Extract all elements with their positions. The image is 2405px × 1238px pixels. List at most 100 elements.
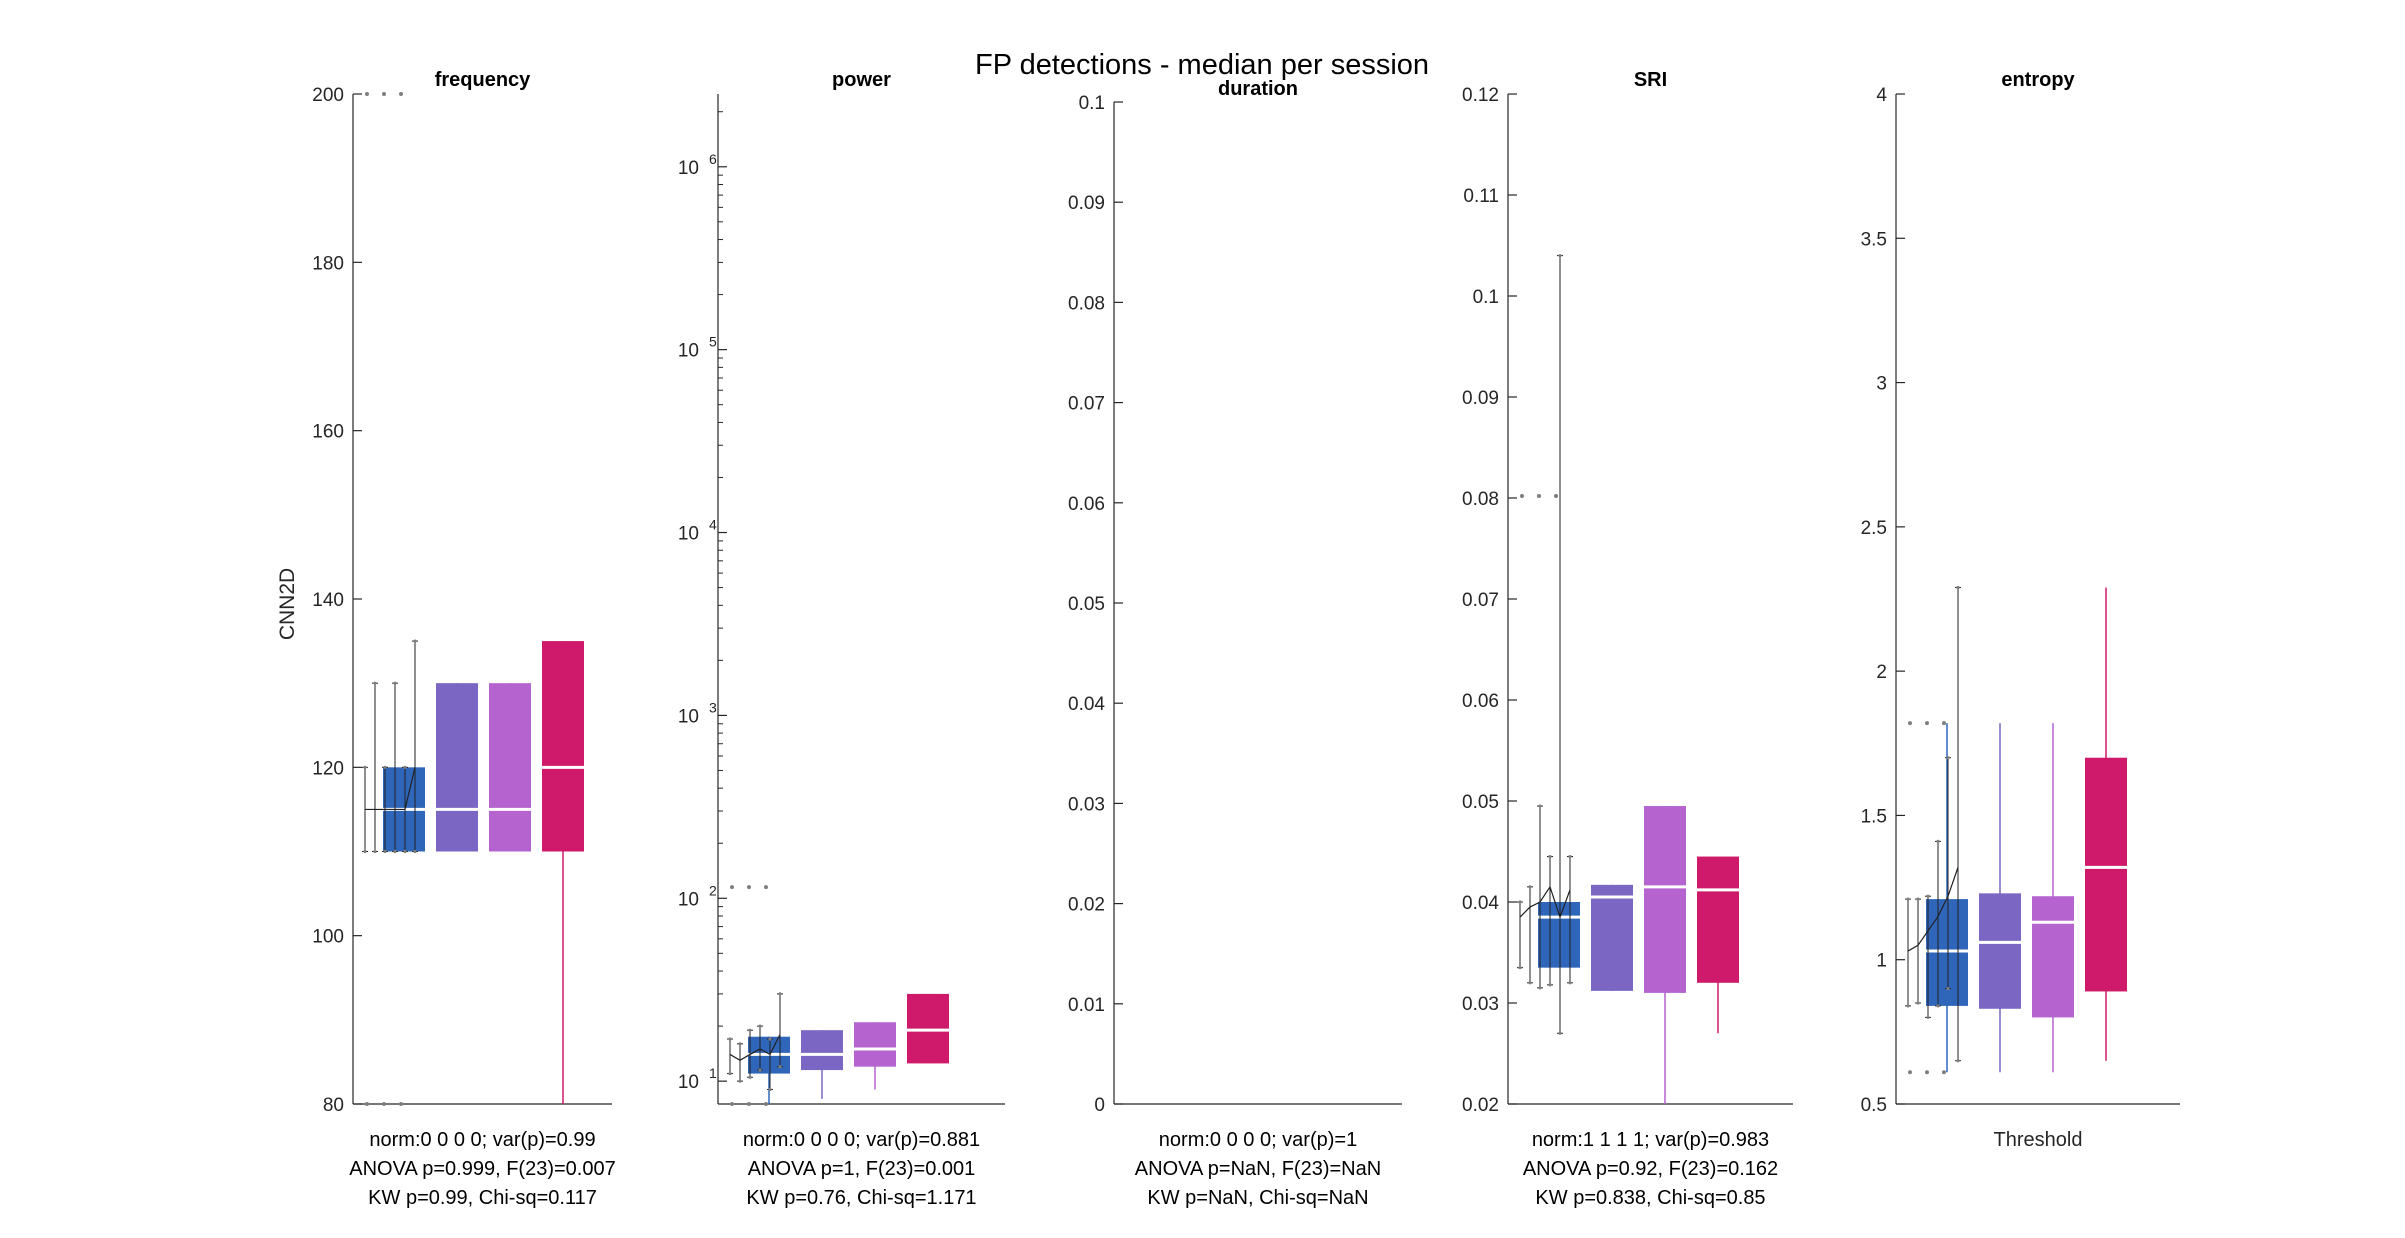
y-tick-label: 4: [1876, 85, 1887, 106]
session-dot: [1528, 885, 1532, 889]
stats-line-1: norm:0 0 0 0; var(p)=0.99: [369, 1129, 595, 1151]
session-dot: [1946, 756, 1950, 760]
session-dot: [1956, 585, 1960, 590]
panel-title: SRI: [1634, 69, 1667, 91]
session-dot: [363, 849, 367, 854]
outlier-dot: [365, 1102, 369, 1106]
box-4: [1697, 856, 1739, 983]
session-dot: [1936, 839, 1940, 844]
y-tick-label: 0.5: [1861, 1095, 1887, 1116]
y-tick-label: 0: [1094, 1095, 1105, 1116]
panel-power: power 10 1 10 2 10 3 10 4 10 5 10 6 norm:0 0 0 0; var…: [678, 69, 1005, 1209]
session-dot: [1568, 981, 1572, 985]
y-tick-label: 0.09: [1462, 388, 1499, 409]
y-tick-exponent: 6: [709, 151, 717, 167]
box-1: [1538, 902, 1580, 968]
y-tick-label: 0.1: [1079, 93, 1105, 114]
session-dot: [1956, 1059, 1960, 1063]
session-dot: [778, 1065, 782, 1069]
session-dot: [383, 849, 387, 854]
y-tick-label: 2: [1876, 662, 1887, 683]
y-tick-exponent: 5: [709, 334, 717, 350]
outlier-dot: [764, 885, 768, 890]
x-axis-label: Threshold: [1994, 1129, 2083, 1151]
stats-line-3: KW p=0.76, Chi-sq=1.171: [746, 1187, 976, 1209]
session-median-line: [1519, 885, 1571, 919]
y-tick-label: 10: [678, 706, 699, 727]
stats-line-1: norm:1 1 1 1; var(p)=0.983: [1532, 1129, 1769, 1151]
session-dot: [1558, 1031, 1562, 1035]
panel-entropy: entropy 0.5 1 1.5 2 2.5 3 3.5 4 Threshold: [1861, 69, 2180, 1151]
outlier-dot: [382, 92, 386, 96]
session-dot: [778, 992, 782, 996]
y-tick-label: 0.05: [1068, 594, 1105, 615]
stats-line-2: ANOVA p=NaN, F(23)=NaN: [1135, 1158, 1381, 1180]
session-dot: [738, 1079, 742, 1083]
panel-title: duration: [1218, 78, 1298, 100]
outlier-dot: [747, 1102, 751, 1106]
box-4: [2085, 757, 2127, 992]
session-dot: [383, 765, 387, 769]
box-3: [489, 683, 531, 852]
session-dot: [363, 765, 367, 769]
y-tick-label: 0.02: [1462, 1095, 1499, 1116]
y-tick-label: 2.5: [1861, 518, 1887, 539]
session-dot: [1558, 254, 1562, 258]
panel-title: entropy: [2001, 69, 2075, 91]
outlier-dot: [1520, 493, 1524, 498]
session-dot: [393, 681, 397, 685]
y-tick-label: 10: [678, 524, 699, 545]
session-dot: [1926, 894, 1930, 898]
outlier-dot: [1942, 1070, 1946, 1075]
y-tick-label: 200: [312, 85, 344, 106]
session-dot: [1548, 854, 1552, 859]
y-tick-label: 0.03: [1068, 794, 1105, 815]
session-dot: [1906, 897, 1910, 901]
stats-line-2: ANOVA p=1, F(23)=0.001: [748, 1158, 976, 1180]
y-tick-label: 0.07: [1462, 590, 1499, 611]
y-tick-label: 0.09: [1068, 193, 1105, 214]
stats-line-1: norm:0 0 0 0; var(p)=0.881: [743, 1129, 980, 1151]
outlier-dot: [365, 92, 369, 96]
panel-title: frequency: [435, 69, 531, 91]
session-dot: [403, 849, 407, 854]
session-dot: [1936, 1004, 1940, 1008]
session-dot: [1916, 1001, 1920, 1005]
session-dot: [1906, 1004, 1910, 1008]
y-tick-label: 0.11: [1463, 186, 1499, 207]
y-tick-label: 3.5: [1861, 229, 1887, 250]
y-tick-label: 0.1: [1473, 287, 1499, 308]
outlier-dot: [730, 1102, 734, 1106]
stats-line-1: norm:0 0 0 0; var(p)=1: [1159, 1129, 1357, 1151]
panel-title: power: [832, 69, 891, 91]
box-2: [801, 1030, 843, 1071]
y-tick-exponent: 1: [709, 1065, 717, 1081]
session-dot: [1926, 1015, 1930, 1020]
y-tick-label: 160: [312, 422, 344, 443]
outlier-dot: [764, 1102, 768, 1106]
box-2: [1591, 884, 1633, 991]
outlier-dot: [1925, 1070, 1929, 1075]
y-tick-label: 140: [312, 590, 344, 611]
outlier-dot: [747, 885, 751, 890]
session-dot: [758, 1024, 762, 1028]
panel-SRI: SRI 0.02 0.03 0.04 0.05 0.06 0.07 0.08 0.09 0.1 0.…: [1462, 69, 1793, 1209]
session-dot: [403, 765, 407, 769]
y-tick-label: 3: [1876, 374, 1887, 395]
session-dot: [768, 1087, 772, 1092]
session-dot: [1518, 900, 1522, 904]
panel-duration: duration 0 0.01 0.02 0.03 0.04 0.05 0.06 0.07 0.0…: [1068, 78, 1402, 1209]
y-tick-label: 0.01: [1068, 995, 1105, 1016]
y-tick-label: 1: [1876, 951, 1887, 972]
outlier-dot: [382, 1102, 386, 1106]
outlier-dot: [399, 92, 403, 96]
session-dot: [413, 639, 417, 643]
y-tick-label: 10: [678, 341, 699, 362]
outlier-dot: [1554, 493, 1558, 498]
y-tick-label: 100: [312, 927, 344, 948]
y-tick-label: 10: [678, 158, 699, 179]
y-tick-label: 1.5: [1861, 806, 1887, 827]
session-dot: [1538, 804, 1542, 808]
box-3: [2032, 896, 2074, 1018]
